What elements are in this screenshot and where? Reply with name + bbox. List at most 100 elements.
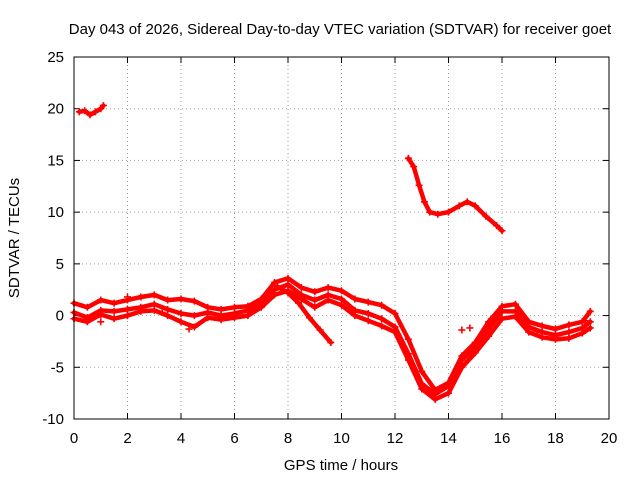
- data-point-marker: [471, 349, 479, 357]
- data-point-marker: [418, 385, 426, 393]
- data-point-marker: [364, 310, 372, 318]
- x-tick-label: 4: [177, 430, 185, 447]
- data-point-marker: [257, 303, 265, 311]
- data-point-marker: [83, 318, 91, 326]
- data-point-marker: [338, 287, 345, 295]
- data-point-marker: [75, 108, 83, 116]
- data-point-marker: [565, 334, 573, 342]
- data-point-marker: [158, 308, 166, 316]
- x-tick-label: 2: [123, 430, 131, 447]
- data-point-marker: [190, 323, 198, 331]
- x-axis-label: GPS time / hours: [284, 457, 398, 474]
- x-tick-label: 10: [333, 430, 350, 447]
- grid-lines: [74, 57, 609, 419]
- x-tick-label: 8: [284, 430, 292, 447]
- series-line-track-b: [71, 282, 593, 397]
- data-point-marker: [110, 299, 118, 307]
- data-point-marker: [177, 295, 185, 303]
- data-point-marker: [311, 288, 319, 296]
- data-point-marker: [164, 296, 172, 304]
- data-point-marker: [458, 363, 466, 371]
- data-point-marker: [581, 317, 589, 325]
- data-point-marker: [391, 310, 399, 318]
- data-point-marker: [284, 281, 292, 289]
- x-tick-label: 6: [230, 430, 238, 447]
- data-point-marker: [578, 329, 586, 337]
- series-scatter-points: [97, 293, 589, 335]
- data-point-marker: [391, 328, 399, 336]
- x-tick-label: 20: [601, 430, 618, 447]
- data-point-marker: [410, 163, 418, 171]
- data-point-marker: [525, 328, 533, 336]
- data-point-marker: [445, 208, 452, 216]
- y-tick-label: -10: [42, 411, 64, 428]
- data-point-marker: [498, 227, 506, 235]
- data-point-marker: [404, 154, 412, 162]
- series-track-a: [70, 274, 594, 394]
- data-point-marker: [164, 312, 172, 320]
- data-point-marker: [150, 306, 158, 314]
- data-point-marker: [586, 307, 594, 315]
- data-point-marker: [511, 300, 519, 308]
- data-point-marker: [99, 102, 107, 110]
- data-point-marker: [485, 325, 493, 333]
- series-line-track-a: [71, 276, 593, 393]
- data-point-marker: [217, 316, 225, 324]
- data-point-marker: [185, 325, 193, 333]
- data-point-marker: [586, 324, 594, 332]
- data-point-marker: [378, 301, 386, 309]
- axis-ticks: 0 2 4 6 8 10 12 14 16 18 20 -10 -5 0 5 10 15 20 25: [42, 49, 617, 447]
- x-tick-label: 0: [70, 430, 78, 447]
- data-point-marker: [378, 315, 386, 323]
- data-point-marker: [295, 299, 303, 307]
- data-point-marker: [124, 312, 131, 320]
- data-point-marker: [231, 303, 238, 311]
- series-line-descending-branch: [275, 284, 334, 345]
- data-point-marker: [190, 312, 198, 320]
- data-point-marker: [324, 284, 332, 292]
- data-point-marker: [217, 305, 225, 313]
- data-point-marker: [431, 395, 439, 403]
- data-point-marker: [271, 291, 279, 299]
- data-point-marker: [97, 296, 105, 304]
- data-point-marker: [86, 111, 94, 119]
- data-point-marker: [164, 305, 172, 313]
- data-point-marker: [327, 338, 335, 346]
- data-point-marker: [81, 107, 89, 115]
- chart-title: Day 043 of 2026, Sidereal Day-to-day VTE…: [69, 21, 612, 38]
- data-point-marker: [351, 295, 359, 303]
- data-point-marker: [565, 328, 573, 336]
- data-point-marker: [97, 318, 105, 326]
- data-point-marker: [311, 296, 319, 304]
- y-tick-label: 5: [56, 256, 64, 273]
- data-point-marker: [110, 307, 118, 315]
- data-point-marker: [83, 303, 91, 311]
- data-point-marker: [498, 307, 506, 315]
- data-point-marker: [204, 314, 212, 322]
- data-point-marker: [364, 298, 372, 306]
- data-point-marker: [445, 389, 452, 397]
- data-point-marker: [466, 324, 474, 332]
- y-tick-label: 20: [47, 101, 64, 118]
- data-point-marker: [404, 356, 412, 364]
- data-point-marker: [538, 322, 546, 330]
- data-point-marker: [97, 311, 105, 319]
- y-tick-label: 10: [47, 204, 64, 221]
- data-point-marker: [471, 202, 479, 210]
- data-point-marker: [91, 108, 99, 116]
- data-point-marker: [316, 326, 324, 334]
- data-point-marker: [552, 325, 559, 333]
- data-point-marker: [420, 198, 428, 206]
- series-upper-late: [404, 154, 506, 235]
- data-point-marker: [434, 210, 442, 218]
- data-point-marker: [418, 367, 426, 375]
- plot-frame: [73, 56, 610, 420]
- data-point-marker: [485, 332, 493, 340]
- x-tick-label: 16: [494, 430, 511, 447]
- data-point-marker: [297, 284, 305, 292]
- data-point-marker: [455, 202, 463, 210]
- series-upper-early: [75, 102, 107, 119]
- data-point-marker: [498, 315, 506, 323]
- data-point-marker: [284, 289, 292, 297]
